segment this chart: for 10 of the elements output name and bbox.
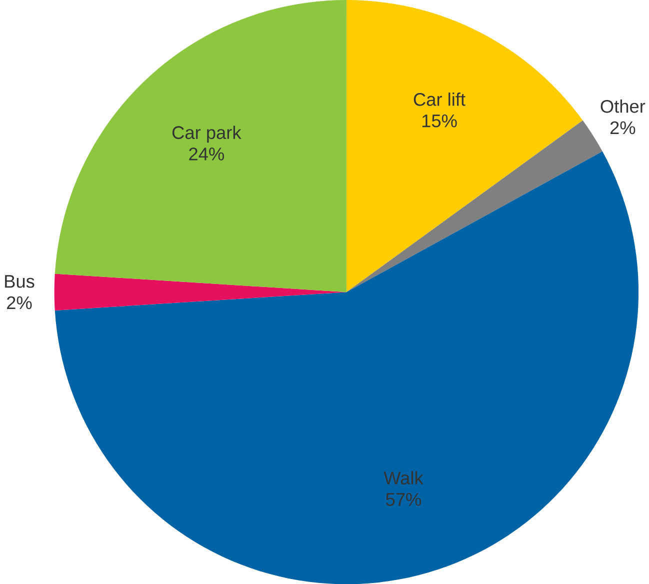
slice-label: Walk bbox=[384, 471, 424, 484]
data-label: 15% bbox=[422, 114, 457, 128]
data-label: 2% bbox=[7, 296, 32, 310]
data-label: 2% bbox=[610, 121, 636, 134]
data-label: 24% bbox=[189, 147, 224, 160]
slice-label: Bus bbox=[5, 274, 34, 288]
data-label: 57% bbox=[386, 492, 422, 506]
slice-label: Car lift bbox=[414, 92, 466, 106]
slice-label: Car park bbox=[172, 126, 242, 143]
slice-label: Other bbox=[600, 99, 646, 113]
